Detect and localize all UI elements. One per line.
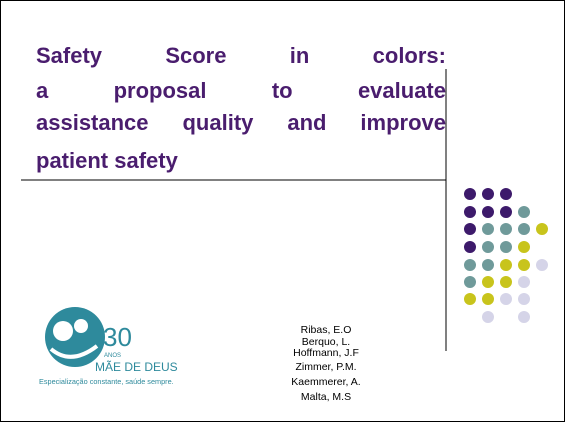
author: Malta, M.S: [256, 390, 396, 405]
title-line: a proposal to evaluate: [36, 78, 446, 104]
author: Kaemmerer, A.: [256, 375, 396, 390]
logo-tagline: Especialização constante, saúde sempre.: [39, 377, 174, 386]
logo-name: MÃE DE DEUS: [95, 360, 178, 374]
author: Hoffmann, J.F: [256, 348, 396, 360]
dot-grid: [464, 188, 548, 323]
title-line: patient safety: [36, 148, 446, 174]
author: Zimmer, P.M.: [256, 360, 396, 375]
authors: Ribas, E.O Berquo, L. Hoffmann, J.F Zimm…: [256, 325, 396, 405]
slide: Safety Score in colors: a proposal to ev…: [0, 0, 565, 422]
logo: 30 ANOS MÃE DE DEUS Especialização const…: [39, 307, 178, 386]
logo-anos: ANOS: [104, 353, 121, 359]
title-line: Safety Score in colors:: [36, 43, 446, 69]
author: Ribas, E.O: [256, 325, 396, 337]
title-line: assistance quality and improve: [36, 110, 446, 136]
logo-number: 30: [103, 322, 132, 352]
